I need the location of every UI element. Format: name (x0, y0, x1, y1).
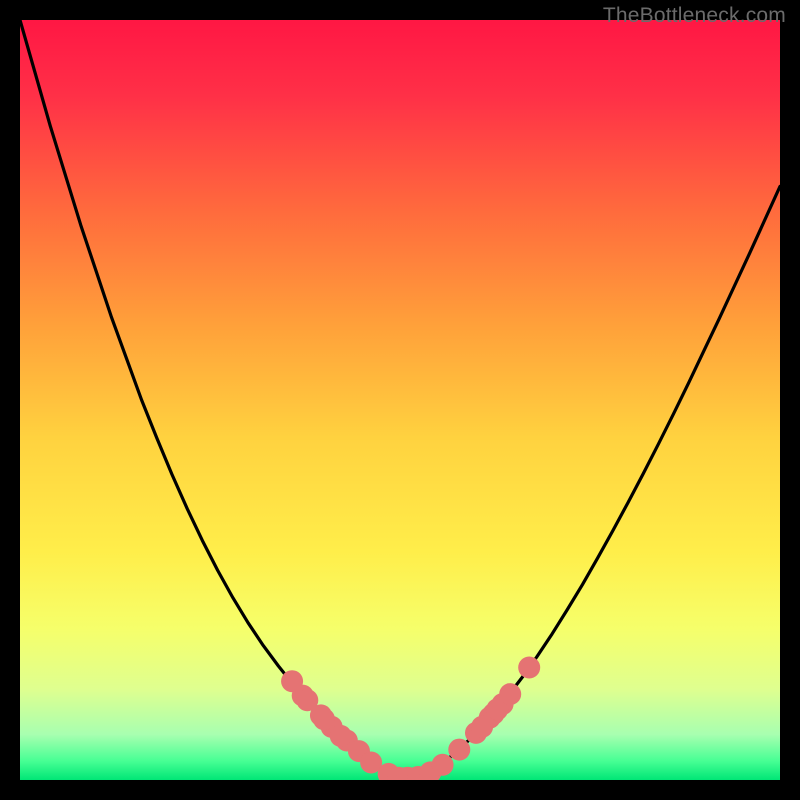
marker-dot (330, 725, 352, 747)
marker-dot (448, 739, 470, 761)
marker-dot (499, 683, 521, 705)
marker-dot (518, 657, 540, 679)
marker-dot (432, 754, 454, 776)
gradient-background (20, 20, 780, 780)
chart-container: TheBottleneck.com (0, 0, 800, 800)
plot-area (20, 20, 780, 780)
marker-dot (313, 708, 335, 730)
marker-dot (471, 716, 493, 738)
chart-svg (20, 20, 780, 780)
watermark: TheBottleneck.com (603, 4, 786, 28)
marker-dot (281, 670, 303, 692)
